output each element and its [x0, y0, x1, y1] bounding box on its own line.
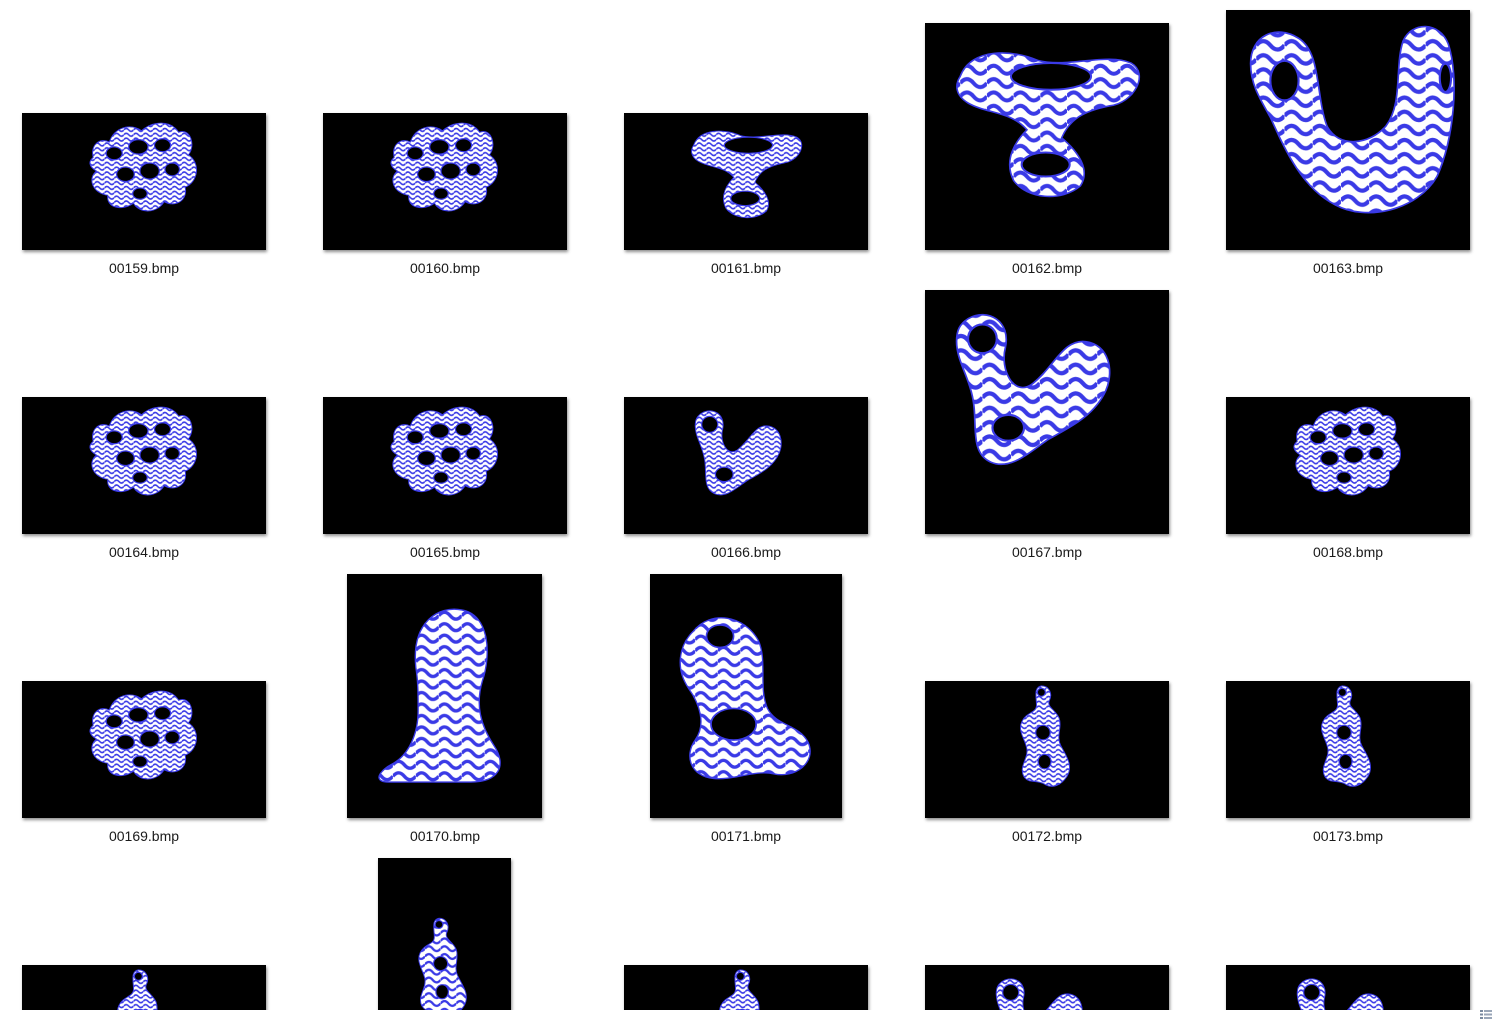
- details-view-icon[interactable]: [1480, 1010, 1492, 1019]
- image-thumbnail[interactable]: [1226, 10, 1470, 250]
- image-thumbnail[interactable]: [22, 965, 266, 1010]
- blob-shape: [925, 965, 1169, 1010]
- image-thumbnail[interactable]: [378, 858, 511, 1010]
- blob-shape: [624, 113, 868, 250]
- image-thumbnail[interactable]: [1226, 681, 1470, 818]
- blob-shape: [1226, 10, 1470, 250]
- blob-shape: [22, 397, 266, 534]
- blob-shape: [378, 858, 511, 1010]
- blob-shape: [624, 965, 868, 1010]
- file-name-label: 00173.bmp: [1312, 828, 1384, 844]
- file-name-label: 00159.bmp: [108, 260, 180, 276]
- file-name-label: 00172.bmp: [1011, 828, 1083, 844]
- image-thumbnail[interactable]: [22, 681, 266, 818]
- image-thumbnail[interactable]: [1226, 397, 1470, 534]
- image-thumbnail[interactable]: [323, 113, 567, 250]
- blob-shape: [1226, 681, 1470, 818]
- blob-shape: [925, 681, 1169, 818]
- file-name-label: 00169.bmp: [108, 828, 180, 844]
- file-name-label: 00168.bmp: [1312, 544, 1384, 560]
- image-thumbnail[interactable]: [347, 574, 542, 818]
- image-thumbnail[interactable]: [22, 113, 266, 250]
- file-name-label: 00165.bmp: [409, 544, 481, 560]
- file-name-label: 00164.bmp: [108, 544, 180, 560]
- image-thumbnail[interactable]: [624, 113, 868, 250]
- blob-shape: [22, 113, 266, 250]
- blob-shape: [925, 290, 1169, 534]
- blob-shape: [347, 574, 542, 818]
- image-thumbnail[interactable]: [1226, 965, 1470, 1010]
- image-thumbnail[interactable]: [22, 397, 266, 534]
- image-thumbnail[interactable]: [624, 397, 868, 534]
- blob-shape: [323, 397, 567, 534]
- blob-shape: [323, 113, 567, 250]
- blob-shape: [22, 681, 266, 818]
- file-name-label: 00162.bmp: [1011, 260, 1083, 276]
- image-thumbnail[interactable]: [323, 397, 567, 534]
- blob-shape: [22, 965, 266, 1010]
- file-name-label: 00161.bmp: [710, 260, 782, 276]
- file-name-label: 00167.bmp: [1011, 544, 1083, 560]
- image-thumbnail[interactable]: [925, 290, 1169, 534]
- blob-shape: [925, 23, 1169, 250]
- image-thumbnail[interactable]: [650, 574, 842, 818]
- image-thumbnail[interactable]: [624, 965, 868, 1010]
- file-name-label: 00171.bmp: [710, 828, 782, 844]
- image-thumbnail[interactable]: [925, 681, 1169, 818]
- blob-shape: [624, 397, 868, 534]
- file-name-label: 00170.bmp: [409, 828, 481, 844]
- image-thumbnail[interactable]: [925, 965, 1169, 1010]
- file-name-label: 00163.bmp: [1312, 260, 1384, 276]
- blob-shape: [650, 574, 842, 818]
- file-name-label: 00160.bmp: [409, 260, 481, 276]
- file-name-label: 00166.bmp: [710, 544, 782, 560]
- image-thumbnail[interactable]: [925, 23, 1169, 250]
- blob-shape: [1226, 397, 1470, 534]
- blob-shape: [1226, 965, 1470, 1010]
